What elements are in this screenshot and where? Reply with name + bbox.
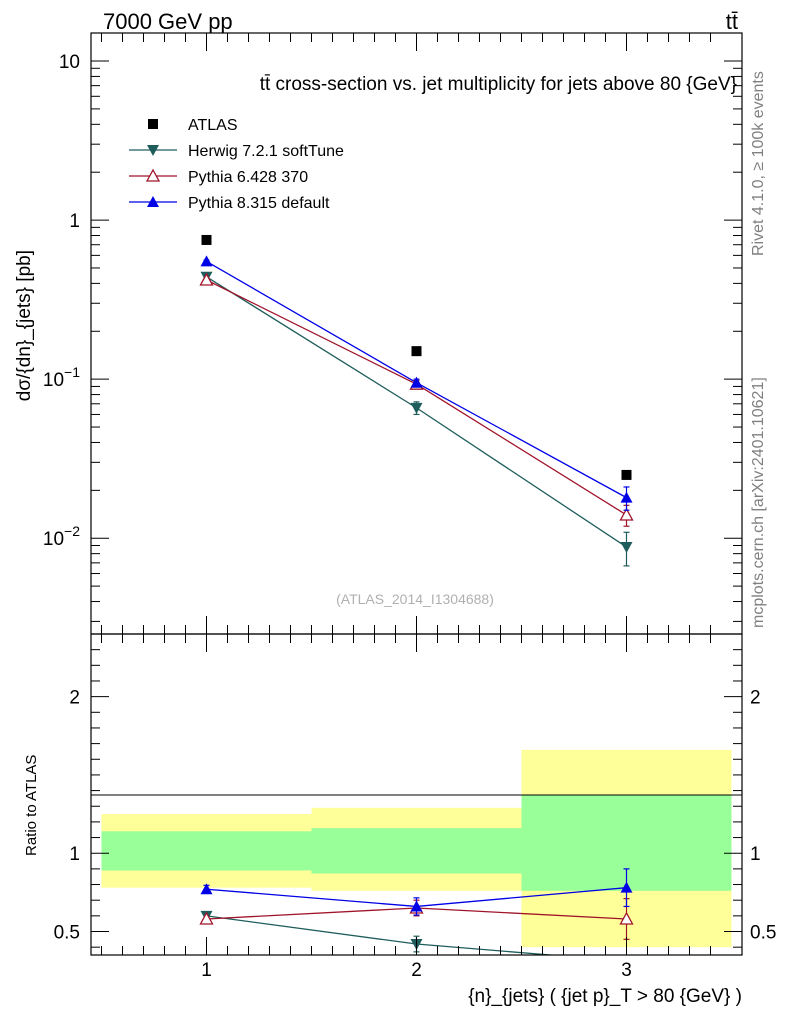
ratio-band-inner — [101, 831, 312, 871]
x-axis-label: {n}_{jets} ( {jet p}_T > 80 {GeV} ) — [468, 986, 742, 1007]
ratio-bands — [101, 749, 732, 948]
legend-marker — [148, 119, 158, 129]
pythia8-point — [200, 255, 213, 267]
pythia8-ratio-point — [410, 900, 423, 912]
legend-marker — [145, 168, 161, 182]
legend-label: Pythia 6.428 370 — [188, 169, 308, 186]
ratio-ticks — [91, 633, 742, 955]
main-y-tick-labels: 10 1 10−1 10−2 — [43, 52, 80, 550]
legend-label: Herwig 7.2.1 softTune — [188, 143, 344, 160]
ratio-tick-labels: 0.5 0.5 1 1 2 2 1 2 3 — [54, 688, 777, 981]
atlas-point — [411, 346, 422, 357]
legend: ATLAS Herwig 7.2.1 softTune Pythia 6.428 3… — [129, 117, 344, 212]
watermark: (ATLAS_2014_I1304688) — [336, 591, 494, 607]
pythia8-point — [620, 491, 633, 503]
energy-label: 7000 GeV pp — [103, 9, 233, 34]
pythia8-ratio-point — [200, 883, 213, 895]
ratio-y-axis-label: Ratio to ATLAS — [23, 755, 40, 856]
x-tick-label: 3 — [621, 960, 632, 981]
pythia8-ratio-point — [620, 881, 633, 893]
herwig-point — [410, 402, 423, 414]
y-tick-label: 10−2 — [43, 523, 80, 550]
main-data — [199, 234, 634, 567]
legend-marker — [147, 145, 159, 156]
y-tick-label: 10−1 — [43, 364, 80, 391]
mcplots-label: mcplots.cern.ch [arXiv:2401.10621] — [750, 377, 767, 628]
pythia6-ratio-point — [199, 911, 214, 925]
x-tick-label: 1 — [201, 960, 212, 981]
pythia6-line — [206, 279, 627, 516]
atlas-point — [621, 469, 632, 480]
ratio-panel: 0.5 0.5 1 1 2 2 1 2 3 Ratio to ATLAS {n}_{jets} … — [23, 633, 777, 1007]
y-tick-label: 10 — [59, 52, 80, 73]
legend-marker — [147, 196, 159, 207]
ratio-y-tick-label: 2 — [69, 688, 80, 709]
pythia6-point — [199, 272, 214, 286]
process-label: tt̄ — [726, 9, 738, 34]
pythia6-ratio-point — [619, 911, 634, 925]
chart-title: tt̄ cross-section vs. jet multiplicity f… — [260, 74, 737, 95]
ratio-y-tick-label: 1 — [69, 844, 80, 865]
main-ticks — [91, 33, 742, 634]
ratio-y-tick-label-right: 0.5 — [750, 923, 776, 944]
pythia6-point — [619, 507, 634, 521]
ratio-y-tick-label-right: 2 — [750, 688, 761, 709]
rivet-label: Rivet 4.1.0, ≥ 100k events — [750, 71, 767, 256]
atlas-point — [201, 234, 212, 245]
ratio-frame — [90, 633, 743, 956]
x-tick-label: 2 — [411, 960, 422, 981]
pythia8-point — [410, 376, 423, 388]
herwig-point — [620, 542, 633, 554]
legend-label: ATLAS — [188, 117, 238, 134]
legend-label: Pythia 8.315 default — [188, 195, 330, 212]
ratio-y-tick-label: 0.5 — [54, 923, 80, 944]
y-tick-label: 1 — [69, 211, 80, 232]
ratio-band-inner — [311, 828, 522, 874]
main-y-axis-label: dσ/{dn}_{jets} [pb] — [14, 250, 35, 401]
ratio-y-tick-label-right: 1 — [750, 844, 761, 865]
main-panel: 10 1 10−1 10−2 tt̄ cross-section vs. jet mu… — [14, 32, 743, 635]
